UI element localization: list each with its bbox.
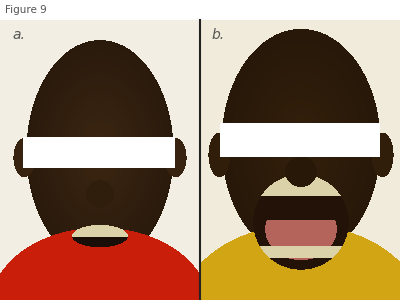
Bar — [0, 0, 400, 20]
Text: b.: b. — [212, 28, 225, 42]
Text: Figure 9: Figure 9 — [5, 5, 47, 15]
Text: a.: a. — [12, 28, 25, 42]
